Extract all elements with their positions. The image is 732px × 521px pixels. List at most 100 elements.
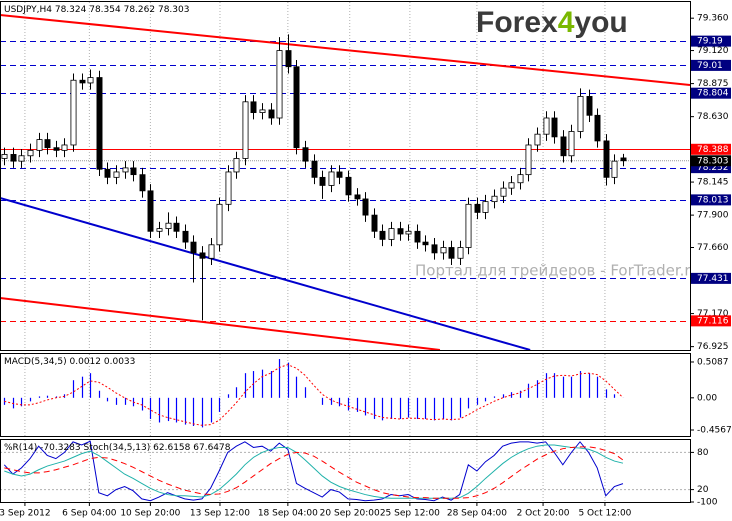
- candle-body: [216, 203, 223, 246]
- trend-line: [0, 296, 441, 350]
- series-line: [3, 440, 624, 502]
- series-line: [4, 444, 624, 499]
- candle-body: [130, 167, 137, 176]
- header-part: 0.0033: [104, 357, 136, 367]
- header-part: Stoch(34,5,13): [84, 443, 151, 453]
- candle-body: [354, 194, 361, 200]
- y-tick-label: 77.660: [697, 243, 729, 253]
- candle-body: [259, 109, 266, 114]
- price-label: 78.303: [697, 156, 729, 166]
- candle-body: [577, 96, 584, 132]
- trend-line: [0, 197, 531, 350]
- candle-body: [44, 139, 51, 149]
- x-tick-label: 2 Oct 20:00: [517, 509, 570, 519]
- price-label-box: [691, 155, 731, 167]
- trend-line: [0, 13, 690, 86]
- header-part: 78.303: [158, 5, 190, 15]
- candle-body: [36, 139, 43, 151]
- level-label: 77.431: [697, 274, 729, 284]
- candle-body: [620, 157, 627, 162]
- level-label-box: [691, 272, 731, 284]
- candle-body: [560, 136, 567, 157]
- candle-body: [199, 252, 206, 259]
- candle-body: [586, 96, 593, 116]
- candle-body: [405, 230, 412, 235]
- y-tick-label: 0.00: [697, 393, 717, 403]
- frame: [0, 439, 691, 503]
- x-tick-label: 28 Sep 04:00: [447, 509, 507, 519]
- candle-body: [208, 244, 215, 259]
- header-part: MACD(5,34,5): [4, 357, 67, 367]
- candle-body: [250, 101, 257, 114]
- candle-body: [61, 144, 68, 151]
- candle-body: [10, 154, 17, 162]
- candle-body: [362, 198, 369, 216]
- level-label: 78.013: [697, 195, 729, 205]
- y-tick-label: 78.145: [697, 178, 729, 188]
- candle-body: [525, 144, 532, 176]
- x-tick-label: 5 Oct 12:00: [578, 509, 631, 519]
- level-label: 78.388: [697, 145, 729, 155]
- y-tick-label: 76.925: [697, 342, 729, 352]
- candle-body: [156, 228, 163, 232]
- panel-header: %R(14) -70.3283 Stoch(34,5,13) 62.6158 6…: [4, 443, 231, 453]
- logo: Forex4you: [476, 6, 628, 39]
- candle-body: [422, 241, 429, 246]
- logo-part: 4: [558, 6, 575, 39]
- panel-header: MACD(5,34,5) 0.0012 0.0033: [4, 357, 135, 367]
- candle-body: [53, 147, 60, 151]
- y-tick-label: 77.900: [697, 211, 729, 221]
- header-part: 78.262: [124, 5, 156, 15]
- candle-body: [611, 160, 618, 178]
- x-tick-label: 13 Sep 12:00: [190, 509, 250, 519]
- candle-body: [104, 168, 111, 178]
- level-label-box: [691, 143, 731, 155]
- candle-body: [482, 201, 489, 213]
- candle-body: [345, 176, 352, 196]
- candle-body: [147, 190, 154, 232]
- header-part: %R(14): [4, 443, 37, 453]
- header-part: -70.3283: [40, 443, 80, 453]
- candle-body: [500, 187, 507, 197]
- main-panel: Портал для трейдеров - ForTrader.ru: [0, 2, 690, 350]
- candle-body: [173, 222, 180, 232]
- candle-body: [276, 50, 283, 119]
- header-part: 62.6158: [153, 443, 190, 453]
- candle-body: [233, 158, 240, 173]
- candle-body: [122, 167, 129, 173]
- header-part: 78.354: [89, 5, 121, 15]
- candle-body: [474, 203, 481, 213]
- candle-body: [534, 133, 541, 146]
- candle-body: [517, 174, 524, 184]
- candle-body: [568, 131, 575, 157]
- x-tick-label: 18 Sep 04:00: [258, 509, 318, 519]
- candle-body: [242, 101, 249, 159]
- level-label-box: [691, 162, 731, 174]
- candle-body: [96, 77, 103, 170]
- candle-body: [18, 155, 25, 162]
- candle-body: [603, 140, 610, 178]
- oscillator-panel: [0, 440, 690, 502]
- candle-body: [594, 114, 601, 142]
- level-label: 78.252: [697, 163, 729, 173]
- candle-body: [165, 222, 172, 230]
- candle-body: [336, 171, 343, 178]
- level-label-box: [691, 194, 731, 206]
- candle-body: [182, 230, 189, 243]
- logo-part: you: [574, 6, 627, 39]
- candle-body: [379, 230, 386, 240]
- candle-body: [388, 228, 395, 240]
- candle-body: [79, 79, 86, 84]
- y-tick-label: 79.120: [697, 46, 729, 56]
- candle-body: [225, 171, 232, 205]
- candle-body: [508, 182, 515, 189]
- level-label: 79.19: [697, 37, 723, 47]
- y-tick-label: 79.360: [697, 14, 729, 24]
- candle-body: [268, 109, 275, 119]
- y-tick-label: 20: [697, 485, 709, 495]
- panel-header: USDJPY,H4 78.324 78.354 78.262 78.303: [4, 5, 189, 15]
- frame: [0, 1, 691, 351]
- macd-panel: [3, 354, 625, 436]
- candle-body: [543, 117, 550, 135]
- candle-body: [302, 147, 309, 162]
